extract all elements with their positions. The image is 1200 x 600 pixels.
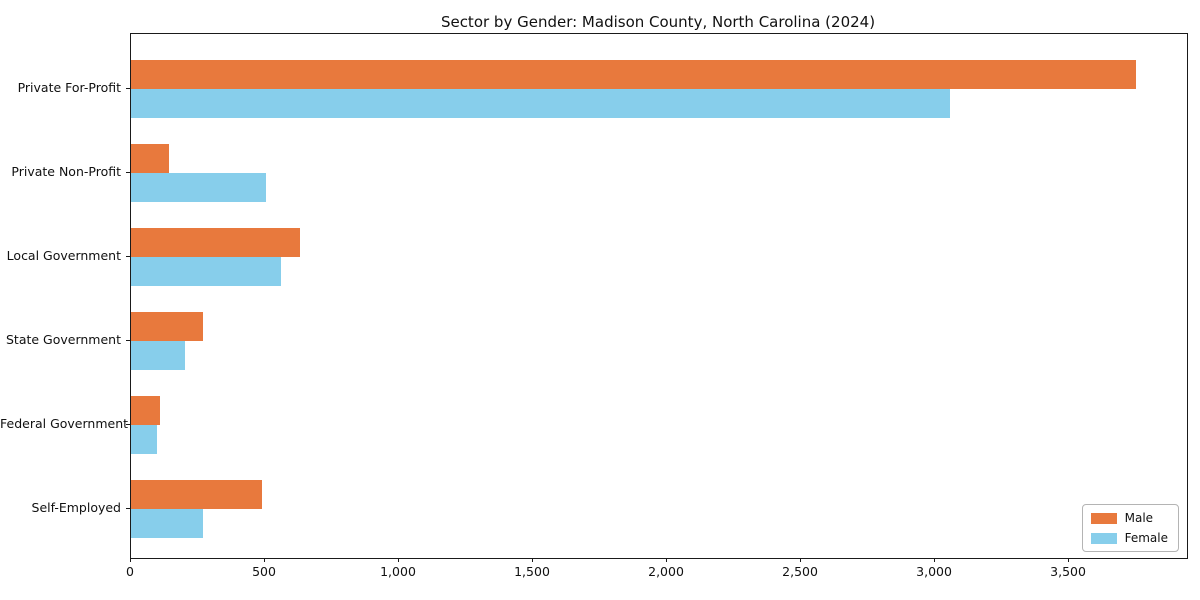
x-tick-mark <box>934 558 936 562</box>
y-axis-label: Local Government <box>6 247 121 263</box>
x-tick-mark <box>666 558 668 562</box>
bar-female-3 <box>131 256 281 286</box>
y-tick-mark <box>126 255 130 257</box>
y-axis-label: Federal Government <box>0 415 129 431</box>
x-axis-label: 3,000 <box>916 564 952 579</box>
x-tick-mark <box>130 558 131 562</box>
x-axis-label: 3,500 <box>1050 564 1086 579</box>
bar-female-1 <box>131 88 950 118</box>
y-axis-label: Private For-Profit <box>17 79 121 95</box>
x-tick-mark <box>800 558 802 562</box>
legend-entry-female: Female <box>1090 531 1168 545</box>
x-axis-label: 1,500 <box>514 564 550 579</box>
bar-male-1 <box>131 59 1136 89</box>
bar-female-5 <box>131 424 157 454</box>
legend: Male Female <box>1081 504 1179 552</box>
x-tick-mark <box>264 558 265 562</box>
plot-area: Male Female <box>130 33 1188 559</box>
x-axis-label: 1,000 <box>380 564 416 579</box>
legend-entry-male: Male <box>1090 511 1168 525</box>
bar-male-5 <box>131 395 160 425</box>
legend-swatch-male <box>1090 512 1117 524</box>
y-tick-mark <box>126 87 130 89</box>
x-axis-label: 500 <box>252 564 276 579</box>
bar-male-6 <box>131 479 262 509</box>
x-tick-mark <box>1068 558 1070 562</box>
y-tick-mark <box>126 507 130 509</box>
y-tick-mark <box>126 423 130 425</box>
y-tick-mark <box>126 339 130 341</box>
y-axis-label: Private Non-Profit <box>11 163 121 179</box>
legend-label-male: Male <box>1124 511 1154 525</box>
bar-female-2 <box>131 172 266 202</box>
bar-male-4 <box>131 311 203 341</box>
y-tick-mark <box>126 171 130 173</box>
x-axis-label: 2,000 <box>648 564 684 579</box>
bar-female-4 <box>131 340 185 370</box>
x-tick-mark <box>532 558 534 562</box>
legend-swatch-female <box>1090 532 1117 544</box>
bar-male-2 <box>131 143 169 173</box>
x-axis-label: 2,500 <box>782 564 818 579</box>
legend-label-female: Female <box>1124 531 1168 545</box>
y-axis-label: State Government <box>5 331 121 347</box>
y-axis-label: Self-Employed <box>31 499 121 515</box>
bar-female-6 <box>131 508 203 538</box>
bar-male-3 <box>131 227 300 257</box>
chart-title: Sector by Gender: Madison County, North … <box>440 13 876 31</box>
x-tick-mark <box>398 558 400 562</box>
x-axis-label: 0 <box>126 564 134 579</box>
